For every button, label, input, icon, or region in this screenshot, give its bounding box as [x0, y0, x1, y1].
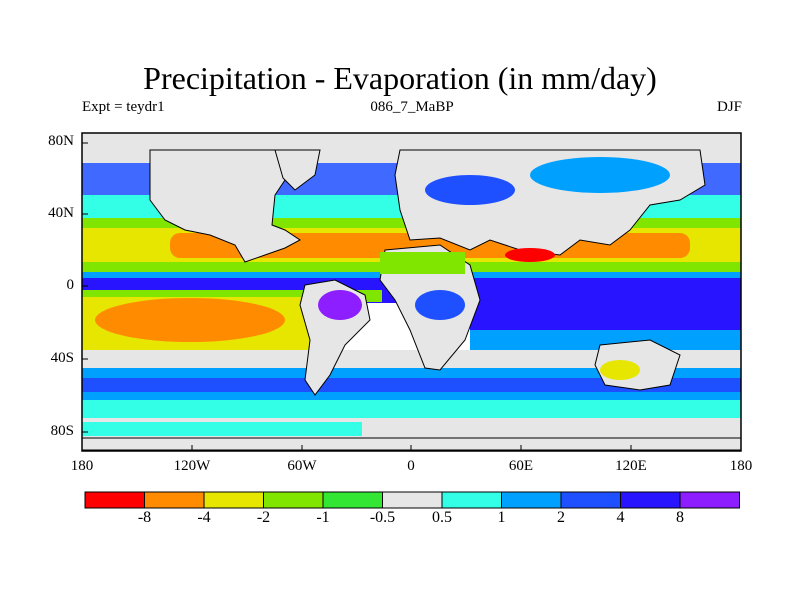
colorbar: [84, 491, 740, 509]
asia-wet: [425, 175, 515, 205]
colorbar-label: 1: [497, 509, 506, 526]
colorbar-swatch: [263, 491, 324, 509]
colorbar-label: -4: [197, 509, 211, 526]
africa-wet: [415, 290, 465, 320]
map-title: Precipitation - Evaporation (in mm/day): [143, 60, 657, 96]
y-tick-label: 40N: [48, 205, 74, 221]
colorbar-label: 4: [616, 509, 625, 526]
colorbar-label: -0.5: [369, 509, 396, 526]
colorbar-label: 0.5: [432, 509, 452, 526]
season-label: DJF: [716, 99, 742, 115]
colorbar-swatch: [560, 491, 621, 509]
x-tick-label: 0: [407, 458, 415, 474]
colorbar-swatch: [382, 491, 443, 509]
axis-ticks: [81, 142, 742, 451]
colorbar-label: 8: [676, 509, 684, 526]
africa-green: [380, 252, 465, 274]
x-tick-label: 60E: [508, 458, 534, 474]
amazon-wet: [318, 290, 362, 320]
band-south-storm2: [82, 378, 741, 392]
asia-dry: [505, 248, 555, 262]
colorbar-swatch: [203, 491, 264, 509]
period-label: 086_7_MaBP: [370, 99, 454, 115]
australia-yellow: [600, 360, 640, 380]
greenland: [274, 149, 321, 191]
colorbar-label: -2: [256, 509, 271, 526]
experiment-label: Expt = teydr1: [82, 99, 165, 115]
north-america: [149, 149, 301, 263]
colorbar-swatch: [144, 491, 205, 509]
colorbar-swatch: [441, 491, 502, 509]
x-tick-label: 120W: [173, 458, 211, 474]
colorbar-swatch: [84, 491, 145, 509]
y-tick-label: 40S: [50, 350, 74, 366]
colorbar-label: -8: [137, 509, 152, 526]
x-tick-label: 180: [729, 458, 753, 474]
colorbar-label: 2: [557, 509, 565, 526]
siberia-cyan: [530, 157, 670, 193]
band-south-mid: [82, 350, 741, 368]
y-tick-label: 80N: [48, 133, 74, 149]
band-south-indian: [470, 330, 741, 350]
continent-outlines: [81, 149, 742, 451]
x-tick-label: 60W: [287, 458, 317, 474]
y-tick-label: 0: [66, 277, 75, 293]
band-antarctic-cyan: [82, 422, 362, 436]
colorbar-swatch: [501, 491, 562, 509]
band-south-cyan: [82, 400, 741, 420]
colorbar-label: -1: [316, 509, 330, 526]
colorbar-swatch: [620, 491, 681, 509]
colorbar-swatch: [322, 491, 383, 509]
x-tick-label: 180: [70, 458, 94, 474]
x-tick-label: 120E: [615, 458, 647, 474]
colorbar-swatch: [679, 491, 740, 509]
south-pacific-dry: [95, 298, 285, 342]
y-tick-label: 80S: [50, 423, 74, 439]
